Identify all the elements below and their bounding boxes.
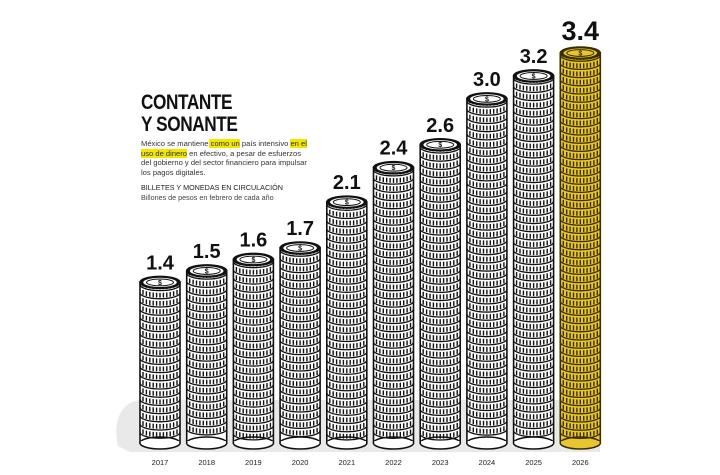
peso-sign-icon: $ (578, 50, 582, 57)
chart-title: BILLETES Y MONEDAS EN CIRCULACIÓN (141, 183, 283, 192)
headline-line-1: CONTANTE (141, 91, 233, 114)
value-label-2025: 3.2 (520, 46, 548, 68)
value-label-2022: 2.4 (380, 138, 409, 160)
value-label-2023: 2.6 (426, 115, 454, 137)
year-label-2024: 2024 (479, 458, 496, 467)
intro-text-part-2: país intensivo (239, 139, 291, 148)
value-label-2018: 1.5 (193, 241, 221, 263)
peso-sign-icon: $ (251, 257, 255, 264)
chart-subtitle: Billones de pesos en febrero de cada año (141, 193, 274, 202)
coin-stack-2023: $ (419, 137, 462, 450)
coin-stack-2022: $ (372, 160, 415, 450)
intro-text: México se mantiene como un país intensiv… (141, 139, 311, 177)
coin-stack-2020: $ (279, 241, 321, 450)
year-labels: 2017 2018 2019 2020 2021 2022 2023 2024 2025 2026 (152, 458, 589, 467)
year-label-2017: 2017 (152, 458, 169, 467)
peso-sign-icon: $ (485, 96, 489, 103)
coin-stack-2021: $ (325, 195, 368, 450)
year-label-2022: 2022 (385, 458, 402, 467)
year-label-2020: 2020 (292, 458, 309, 467)
value-label-2021: 2.1 (333, 172, 361, 194)
intro-text-part-1: México se mantiene (141, 139, 209, 148)
intro-text-part-3: en efectivo, a pesar de esfuerzos del go… (141, 148, 307, 177)
value-label-2017: 1.4 (146, 252, 175, 274)
coin-stack-2025: $ (512, 69, 555, 450)
year-label-2018: 2018 (198, 458, 215, 467)
year-label-2025: 2025 (525, 458, 542, 467)
coin-stack-2018: $ (185, 264, 228, 450)
value-labels: 1.4 1.5 1.6 1.7 2.1 2.4 2.6 3.0 3.2 3.4 (146, 16, 599, 274)
year-label-2019: 2019 (245, 458, 262, 467)
value-label-2026: 3.4 (562, 16, 600, 46)
peso-sign-icon: $ (532, 73, 536, 80)
peso-sign-icon: $ (345, 200, 349, 207)
coin-stack-2026: $ (559, 46, 602, 450)
year-label-2021: 2021 (338, 458, 355, 467)
coin-stack-2024: $ (466, 92, 508, 450)
peso-sign-icon: $ (438, 142, 442, 149)
peso-sign-icon: $ (205, 268, 209, 275)
coin-stacks: $ $ $ $ $ $ $ $ $ $ (139, 46, 602, 450)
coin-stack-2017: $ (139, 275, 181, 450)
peso-sign-icon: $ (298, 245, 302, 252)
peso-sign-icon: $ (392, 165, 396, 172)
value-label-2024: 3.0 (473, 69, 501, 91)
peso-sign-icon: $ (158, 280, 162, 287)
year-label-2023: 2023 (432, 458, 449, 467)
value-label-2019: 1.6 (239, 229, 267, 251)
intro-text-highlight-1: como un (208, 139, 240, 148)
coin-stack-2019: $ (232, 252, 275, 450)
year-label-2026: 2026 (572, 458, 589, 467)
headline: CONTANTE Y SONANTE (141, 91, 238, 136)
headline-line-2: Y SONANTE (141, 113, 238, 136)
value-label-2020: 1.7 (286, 218, 314, 240)
